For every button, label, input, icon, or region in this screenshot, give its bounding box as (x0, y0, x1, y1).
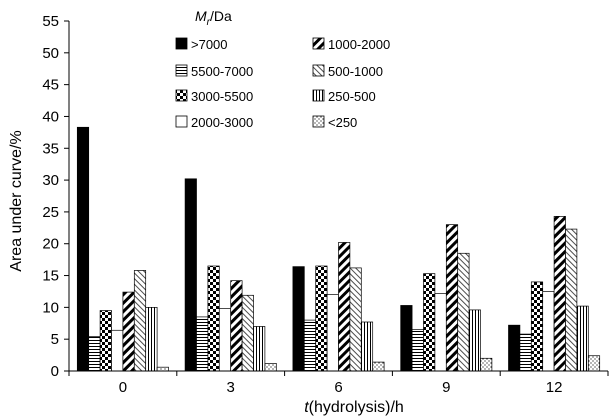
bar (423, 273, 436, 372)
bar (230, 280, 243, 372)
bar (196, 316, 209, 372)
bars (76, 126, 601, 372)
bar (315, 265, 328, 372)
bar (241, 294, 254, 372)
bar (133, 270, 147, 372)
bar (292, 266, 305, 372)
y-axis-ticks: 0 5 10 15 20 25 30 35 40 45 50 55 (42, 13, 69, 380)
x-axis-title: t(hydrolysis)/h (304, 399, 404, 416)
y-tick-label: 0 (51, 363, 59, 380)
legend-label: 250-500 (328, 89, 376, 104)
bar (184, 178, 197, 372)
bar (156, 366, 169, 372)
x-tick-label: 0 (119, 379, 127, 396)
y-tick-label: 15 (42, 268, 59, 285)
bar (360, 321, 374, 372)
bar (445, 224, 459, 372)
y-tick-label: 10 (42, 299, 59, 316)
legend-swatch (312, 89, 325, 102)
bar (218, 308, 232, 372)
bar (338, 242, 351, 372)
legend-title: Mr/Da (195, 8, 232, 28)
bar (122, 291, 135, 372)
bar (434, 293, 447, 372)
bar (411, 329, 424, 372)
legend-label: 1000-2000 (328, 37, 390, 52)
x-tick-label: 9 (442, 379, 450, 396)
y-tick-label: 20 (42, 236, 59, 253)
bar (253, 326, 266, 372)
legend-label: 500-1000 (328, 64, 383, 79)
legend: Mr/Da >7000 5500-7000 3000-5500 2000-3000 10… (175, 8, 390, 130)
bar (111, 329, 124, 372)
x-tick-label: 6 (334, 379, 342, 396)
legend-swatch (312, 64, 325, 77)
bar (587, 355, 601, 372)
legend-swatch (175, 89, 188, 102)
bar (372, 361, 385, 372)
y-tick-label: 55 (42, 13, 59, 30)
legend-label: 2000-3000 (191, 115, 253, 130)
bar (264, 363, 277, 372)
legend-swatch (175, 64, 188, 77)
bar (457, 252, 470, 372)
legend-swatch (312, 115, 325, 128)
legend-swatch (175, 37, 188, 50)
legend-label: 3000-5500 (191, 89, 253, 104)
bar (349, 267, 362, 372)
y-tick-label: 35 (42, 140, 59, 157)
bar (508, 324, 521, 372)
x-tick-label: 3 (227, 379, 235, 396)
bar (303, 319, 317, 372)
legend-label: 5500-7000 (191, 64, 253, 79)
bar (530, 281, 544, 372)
bar (468, 309, 481, 372)
x-tick-label: 12 (546, 379, 563, 396)
bar (76, 126, 90, 372)
legend-label: >7000 (191, 37, 228, 52)
y-tick-label: 30 (42, 172, 59, 189)
bar (145, 307, 158, 372)
bar (542, 291, 555, 372)
y-tick-label: 5 (51, 331, 59, 348)
y-axis-title: Area under curve/% (8, 130, 25, 271)
bar (576, 305, 589, 372)
x-axis-ticks: 0 3 6 9 12 (68, 371, 609, 396)
bar (400, 305, 413, 372)
bar (88, 336, 101, 372)
bar (480, 357, 493, 372)
legend-swatch (175, 115, 188, 128)
bar (207, 265, 220, 372)
legend-swatch (312, 37, 325, 50)
y-tick-label: 45 (42, 77, 59, 94)
bar (565, 228, 578, 372)
y-tick-label: 25 (42, 204, 59, 221)
y-tick-label: 40 (42, 108, 59, 125)
bar (519, 333, 532, 372)
bar (553, 216, 566, 372)
y-tick-label: 50 (42, 45, 59, 62)
bar (326, 294, 339, 372)
legend-label: <250 (328, 115, 357, 130)
bar (99, 310, 112, 372)
